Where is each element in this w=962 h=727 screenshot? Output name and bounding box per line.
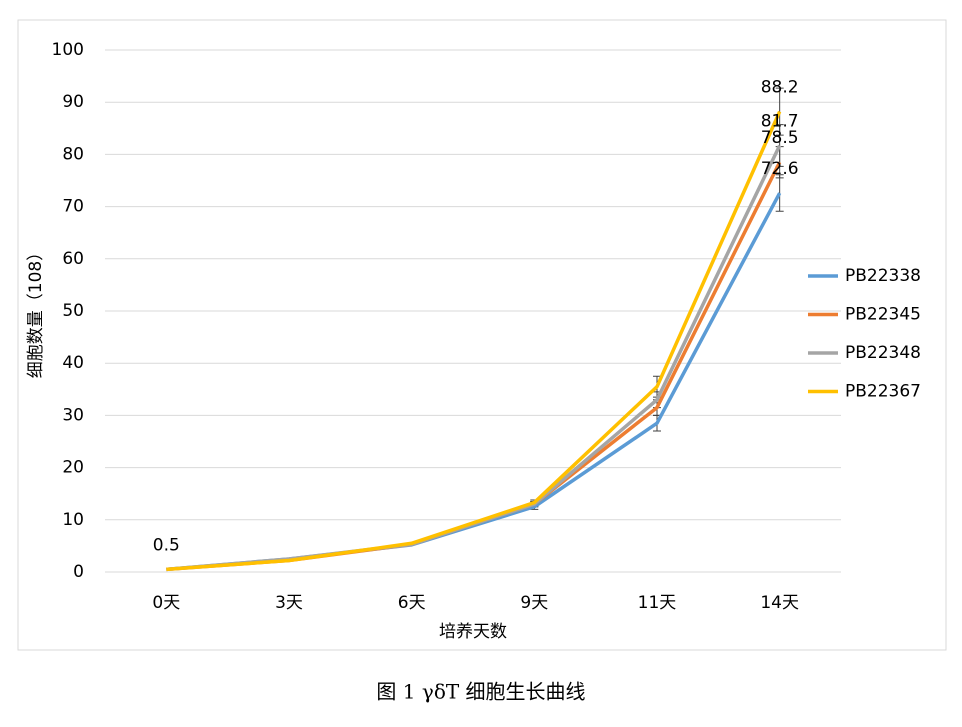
y-tick-label: 20 [62, 458, 84, 478]
x-tick-label: 6天 [398, 593, 426, 613]
y-axis-label: 细胞数量（108） [26, 244, 46, 378]
y-tick-label: 40 [62, 353, 84, 373]
y-tick-label: 0 [73, 562, 84, 582]
series-line [166, 110, 782, 572]
legend-label: PB22367 [845, 382, 921, 402]
data-label: 78.5 [761, 128, 799, 148]
legend-label: PB22345 [845, 305, 921, 325]
y-tick-label: 100 [52, 40, 84, 60]
legend-label: PB22348 [845, 343, 921, 363]
y-tick-label: 30 [62, 405, 84, 425]
y-tick-label: 80 [62, 144, 84, 164]
y-tick-label: 90 [62, 92, 84, 112]
x-tick-label: 0天 [152, 593, 180, 613]
y-tick-label: 70 [62, 197, 84, 217]
data-label: 0.5 [153, 535, 180, 555]
data-label: 72.6 [761, 159, 799, 179]
caption: 图 1 γδT 细胞生长曲线 [376, 680, 585, 704]
data-label: 88.2 [761, 78, 799, 98]
chart-frame [17, 19, 947, 651]
error-bar [775, 87, 784, 136]
x-tick-label: 14天 [760, 593, 799, 613]
y-tick-label: 50 [62, 301, 84, 321]
x-tick-label: 9天 [520, 593, 548, 613]
x-axis-label: 培养天数 [439, 622, 507, 642]
legend-label: PB22338 [845, 266, 921, 286]
x-tick-label: 11天 [638, 593, 677, 613]
data-label: 81.7 [761, 112, 799, 132]
y-tick-label: 60 [62, 249, 84, 269]
y-tick-label: 10 [62, 510, 84, 530]
x-tick-label: 3天 [275, 593, 303, 613]
